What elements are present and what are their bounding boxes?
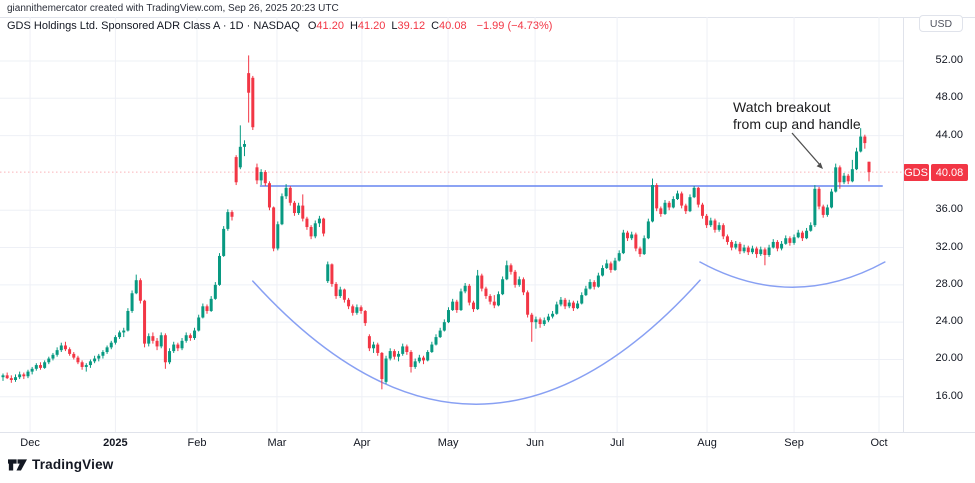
ohlc-pair: C40.08	[431, 20, 466, 32]
time-axis-label: Jul	[610, 437, 625, 449]
price-axis-label: 24.00	[935, 315, 963, 328]
symbol-legend[interactable]: GDS Holdings Ltd. Sponsored ADR Class A …	[7, 20, 552, 32]
tradingview-logo[interactable]: TradingView	[8, 457, 113, 472]
ohlc-value: 41.20	[357, 20, 386, 32]
symbol-title[interactable]: GDS Holdings Ltd. Sponsored ADR Class A …	[7, 20, 300, 32]
annotation-text[interactable]: Watch breakout from cup and handle	[733, 99, 861, 133]
ohlc-key: O	[307, 20, 317, 32]
ohlc-value: 41.20	[316, 20, 344, 32]
price-axis-label: 36.00	[935, 203, 963, 216]
change-value: −1.99 (−4.73%)	[476, 20, 553, 32]
tradingview-logo-icon	[8, 459, 27, 471]
annotation-line2: from cup and handle	[733, 116, 861, 132]
badge-symbol: GDS	[903, 164, 929, 181]
time-axis-label: Apr	[353, 437, 371, 449]
time-axis-label: May	[437, 437, 459, 449]
badge-price: 40.08	[931, 164, 968, 181]
ohlc-value: 40.08	[439, 20, 467, 32]
gridlines	[0, 17, 903, 432]
ohlc-pair: O41.20	[308, 20, 344, 32]
time-axis-label: Mar	[267, 437, 287, 449]
price-axis-separator	[903, 17, 904, 432]
time-axis-label: Dec	[20, 437, 40, 449]
time-axis-separator	[0, 432, 975, 433]
last-price-badge: GDS 40.08	[903, 164, 968, 181]
pane-top-border	[0, 17, 975, 18]
ohlc-key: C	[431, 20, 440, 32]
currency-toggle-button[interactable]: USD	[919, 15, 963, 32]
price-axis-label: 16.00	[935, 389, 963, 402]
ohlc-key: H	[349, 20, 358, 32]
tradingview-logo-text: TradingView	[32, 457, 114, 472]
time-axis-label: Feb	[187, 437, 207, 449]
ohlc-values: O41.20 H41.20 L39.12 C40.08	[308, 20, 473, 32]
ohlc-key: L	[391, 20, 398, 32]
price-axis-label: 32.00	[935, 240, 963, 253]
price-axis-label: 44.00	[935, 128, 963, 141]
cup-and-handle-arcs[interactable]	[252, 261, 886, 405]
time-axis-label: Aug	[697, 437, 717, 449]
time-axis-label: Oct	[870, 437, 888, 449]
price-axis-label: 48.00	[935, 91, 963, 104]
time-axis-label: Jun	[526, 437, 544, 449]
time-axis-label: 2025	[103, 437, 128, 449]
price-axis-label: 52.00	[935, 54, 963, 66]
price-axis-label: 20.00	[935, 352, 963, 365]
ohlc-pair: H41.20	[350, 20, 385, 32]
ohlc-pair: L39.12	[391, 20, 425, 32]
ohlc-value: 39.12	[397, 20, 426, 32]
time-axis-label: Sep	[784, 437, 804, 449]
annotation-arrow[interactable]	[791, 132, 823, 169]
price-axis-label: 28.00	[935, 277, 963, 290]
attribution-text: giannithemercator created with TradingVi…	[7, 3, 339, 14]
annotation-line1: Watch breakout	[733, 99, 831, 115]
candles	[1, 55, 871, 390]
